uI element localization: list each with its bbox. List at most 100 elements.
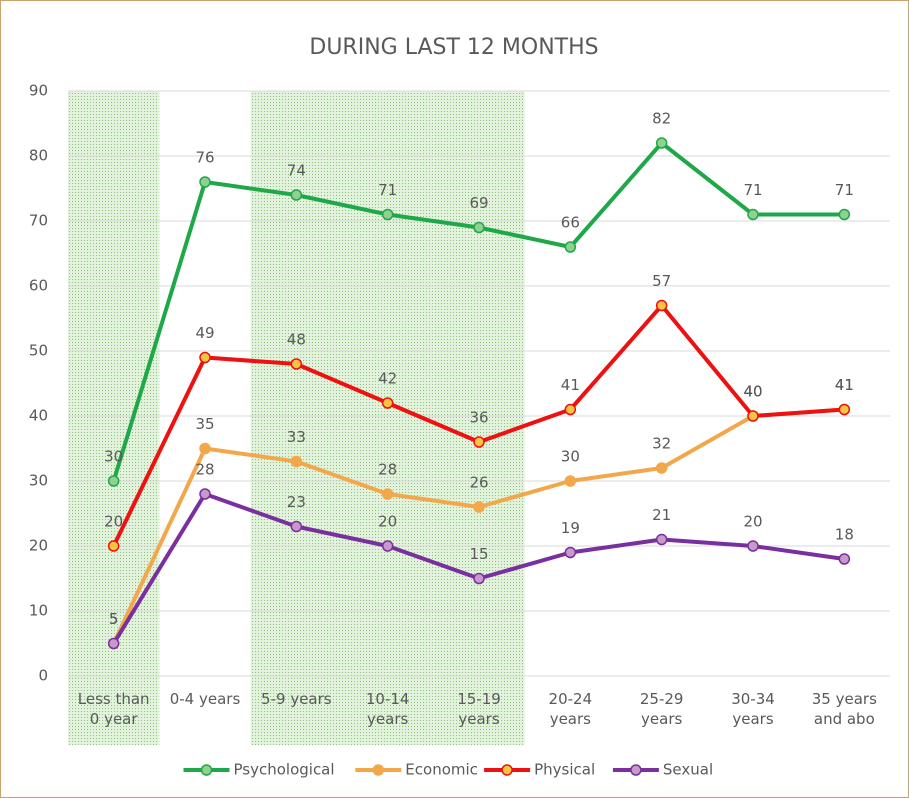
data-label: 30	[561, 448, 580, 466]
data-label: 19	[561, 519, 580, 537]
chart-title: DURING LAST 12 MONTHS	[309, 35, 598, 60]
data-point	[199, 351, 211, 364]
legend-label: Physical	[534, 761, 595, 779]
data-point	[199, 176, 211, 188]
data-point	[747, 208, 759, 221]
data-label: 35	[195, 415, 214, 433]
data-label: 28	[378, 461, 397, 479]
data-point	[290, 520, 303, 533]
data-label: 5	[109, 610, 119, 628]
data-point	[564, 546, 577, 559]
data-label: 41	[835, 376, 854, 394]
x-tick-label: 0-4 years	[169, 690, 241, 708]
data-point	[473, 436, 485, 448]
data-label: 32	[652, 435, 671, 453]
legend-marker	[501, 764, 513, 776]
y-tick-label: 30	[29, 472, 48, 490]
data-point	[747, 410, 759, 422]
data-point	[747, 540, 759, 552]
y-tick-label: 0	[38, 667, 48, 685]
data-point	[290, 189, 303, 201]
legend-label: Economic	[405, 761, 478, 779]
data-point	[290, 358, 303, 370]
y-tick-label: 90	[29, 82, 48, 100]
y-tick-label: 50	[29, 342, 48, 360]
y-tick-label: 70	[29, 212, 48, 230]
data-point	[473, 501, 485, 513]
data-label: 20	[104, 513, 123, 531]
legend-marker	[630, 764, 642, 776]
data-label: 30	[104, 448, 123, 466]
x-tick-label: 15-19 years	[457, 690, 501, 728]
data-label: 76	[195, 149, 214, 167]
data-label: 82	[652, 110, 671, 128]
data-label: 40	[743, 383, 762, 401]
data-label: 21	[652, 506, 671, 524]
data-label: 57	[652, 272, 671, 290]
data-label: 33	[287, 428, 306, 446]
data-point	[473, 221, 485, 234]
data-label: 71	[835, 181, 854, 199]
data-label: 41	[561, 376, 580, 394]
x-tick-label: 30-34 years	[731, 690, 775, 728]
data-point	[564, 475, 577, 487]
data-label: 18	[835, 526, 854, 544]
data-label: 66	[561, 214, 580, 232]
data-point	[655, 462, 668, 474]
data-label: 71	[743, 181, 762, 199]
data-label: 69	[469, 194, 488, 212]
data-label: 5	[109, 610, 119, 628]
legend-marker	[372, 764, 385, 776]
y-tick-label: 80	[29, 147, 48, 165]
x-tick-label: 25-29 years	[639, 690, 684, 728]
data-point	[381, 208, 394, 221]
data-label: 42	[378, 370, 397, 388]
data-label: 26	[469, 474, 488, 492]
data-point	[655, 137, 668, 149]
x-tick-label: 20-24 years	[548, 690, 593, 728]
data-point	[290, 455, 303, 468]
legend-label: Sexual	[663, 761, 713, 779]
highlight-band	[68, 91, 160, 745]
data-point	[473, 572, 485, 585]
data-point	[107, 475, 120, 487]
data-label: 20	[743, 513, 762, 531]
data-label: 40	[743, 383, 762, 401]
data-point	[381, 488, 394, 500]
x-tick-label: 5-9 years	[261, 690, 332, 708]
highlight-band	[433, 91, 525, 745]
data-point	[564, 403, 577, 416]
data-point	[381, 540, 394, 552]
data-label: 23	[287, 493, 306, 511]
data-label: 41	[835, 376, 854, 394]
data-label: 49	[195, 324, 214, 342]
data-label: 36	[469, 409, 488, 427]
data-point	[564, 241, 577, 253]
data-point	[107, 637, 120, 650]
y-tick-label: 20	[29, 537, 48, 555]
data-point	[838, 403, 851, 416]
legend-marker	[200, 764, 213, 776]
data-label: 71	[378, 181, 397, 199]
data-label: 28	[195, 461, 214, 479]
legend-label: Psychological	[234, 761, 335, 779]
data-point	[381, 397, 394, 409]
data-label: 74	[287, 162, 306, 180]
data-point	[107, 540, 120, 552]
x-tick-label: Less than 0 year	[77, 690, 150, 728]
x-tick-label: 35 years and abo	[811, 690, 877, 728]
y-tick-label: 40	[29, 407, 48, 425]
y-tick-label: 10	[29, 602, 48, 620]
data-point	[838, 553, 851, 565]
data-label: 20	[378, 513, 397, 531]
data-point	[838, 208, 851, 221]
data-point	[655, 299, 668, 312]
x-tick-label: 10-14 years	[365, 690, 410, 728]
data-point	[199, 442, 211, 455]
data-label: 48	[287, 331, 306, 349]
data-point	[655, 533, 668, 546]
data-point	[199, 488, 211, 500]
data-label: 15	[469, 545, 488, 563]
y-tick-label: 60	[29, 277, 48, 295]
